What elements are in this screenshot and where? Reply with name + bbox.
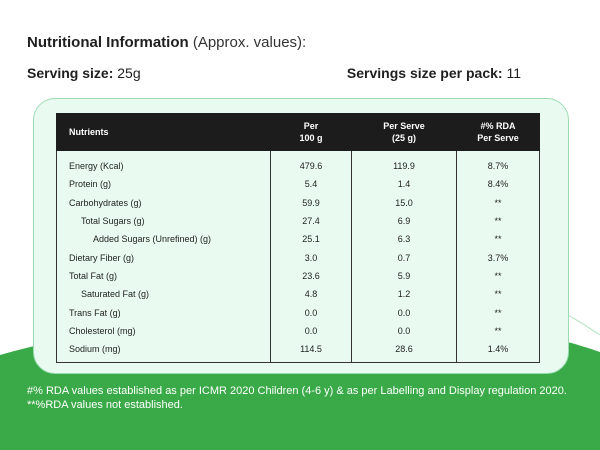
header-per-serve: Per Serve (25 g) (351, 113, 457, 151)
per-100g-value: 59.9 (270, 193, 352, 212)
per-serve-value: 1.4 (351, 175, 457, 194)
table-row: Sodium (mg) 114.5 28.6 1.4% (56, 339, 540, 364)
title-light: (Approx. values): (192, 34, 307, 51)
rda-footnote: #% RDA values established as per ICMR 20… (27, 385, 567, 411)
table-row: Saturated Fat (g) 4.8 1.2 ** (56, 285, 540, 304)
per-serve-value: 6.3 (351, 230, 457, 249)
table-row: Total Fat (g) 23.6 5.9 ** (56, 266, 540, 286)
per-100g-value: 3.0 (270, 248, 352, 267)
servings-per-pack-label: Servings size per pack: (346, 65, 503, 81)
per-serve-value: 28.6 (351, 339, 457, 364)
rda-value: ** (456, 193, 540, 212)
nutrient-name: Protein (g) (56, 175, 271, 194)
header-per-serve-line1: Per Serve (383, 121, 425, 131)
servings-per-pack: Servings size per pack: 11 (347, 65, 521, 81)
per-serve-value: 1.2 (351, 285, 457, 304)
table-row: Added Sugars (Unrefined) (g) 25.1 6.3 ** (56, 230, 540, 249)
nutrition-table: Nutrients Per 100 g Per Serve (25 g) #% … (56, 113, 540, 364)
table-row: Energy (Kcal) 479.6 119.9 8.7% (56, 150, 540, 176)
per-100g-value: 0.0 (270, 321, 352, 340)
table-row: Dietary Fiber (g) 3.0 0.7 3.7% (56, 248, 540, 267)
per-serve-value: 0.7 (351, 248, 457, 267)
per-100g-value: 25.1 (270, 230, 352, 249)
servings-per-pack-value: 11 (506, 65, 521, 81)
table-header-row: Nutrients Per 100 g Per Serve (25 g) #% … (56, 113, 540, 151)
per-serve-value: 6.9 (351, 211, 457, 231)
per-serve-value: 119.9 (351, 150, 457, 176)
table-row: Cholesterol (mg) 0.0 0.0 ** (56, 321, 540, 340)
per-100g-value: 5.4 (270, 175, 352, 194)
per-100g-value: 27.4 (270, 211, 352, 231)
rda-value: ** (456, 303, 540, 322)
header-per-100g-line1: Per (303, 121, 319, 131)
nutrient-name: Added Sugars (Unrefined) (g) (56, 230, 271, 249)
per-100g-value: 114.5 (270, 339, 352, 364)
rda-value: ** (456, 230, 540, 249)
rda-value: ** (456, 321, 540, 340)
per-serve-value: 5.9 (351, 266, 457, 286)
section-title: Nutritional Information (Approx. values)… (27, 34, 306, 51)
rda-value: 1.4% (456, 339, 540, 364)
table-row: Trans Fat (g) 0.0 0.0 ** (56, 303, 540, 322)
header-nutrients: Nutrients (56, 113, 271, 151)
header-rda-line2: Per Serve (477, 133, 519, 143)
rda-value: 3.7% (456, 248, 540, 267)
serving-size-value: 25g (117, 65, 141, 81)
header-per-serve-line2: (25 g) (391, 133, 416, 143)
nutrient-name: Trans Fat (g) (56, 303, 271, 322)
nutrient-name: Energy (Kcal) (56, 150, 271, 176)
table-row: Total Sugars (g) 27.4 6.9 ** (56, 211, 540, 231)
table-row: Protein (g) 5.4 1.4 8.4% (56, 175, 540, 194)
per-100g-value: 4.8 (270, 285, 352, 304)
header-per-100g-line2: 100 g (299, 133, 323, 143)
nutrition-card: Nutrients Per 100 g Per Serve (25 g) #% … (33, 98, 569, 374)
header-per-100g: Per 100 g (270, 113, 352, 151)
nutrient-name: Total Sugars (g) (56, 211, 271, 231)
per-100g-value: 0.0 (270, 303, 352, 322)
per-100g-value: 479.6 (270, 150, 352, 176)
rda-value: ** (456, 266, 540, 286)
per-100g-value: 23.6 (270, 266, 352, 286)
serving-size: Serving size: 25g (27, 65, 141, 81)
per-serve-value: 0.0 (351, 303, 457, 322)
table-row: Carbohydrates (g) 59.9 15.0 ** (56, 193, 540, 212)
rda-value: 8.4% (456, 175, 540, 194)
nutrient-name: Total Fat (g) (56, 266, 271, 286)
per-serve-value: 15.0 (351, 193, 457, 212)
nutrient-name: Sodium (mg) (56, 339, 271, 364)
per-serve-value: 0.0 (351, 321, 457, 340)
rda-value: ** (456, 211, 540, 231)
nutrient-name: Saturated Fat (g) (56, 285, 271, 304)
rda-value: ** (456, 285, 540, 304)
nutrient-name: Cholesterol (mg) (56, 321, 271, 340)
header-rda-line1: #% RDA (480, 121, 516, 131)
serving-size-label: Serving size: (27, 65, 114, 81)
header-rda: #% RDA Per Serve (456, 113, 540, 151)
rda-value: 8.7% (456, 150, 540, 176)
nutrient-name: Dietary Fiber (g) (56, 248, 271, 267)
title-bold: Nutritional Information (27, 34, 189, 51)
nutrient-name: Carbohydrates (g) (56, 193, 271, 212)
